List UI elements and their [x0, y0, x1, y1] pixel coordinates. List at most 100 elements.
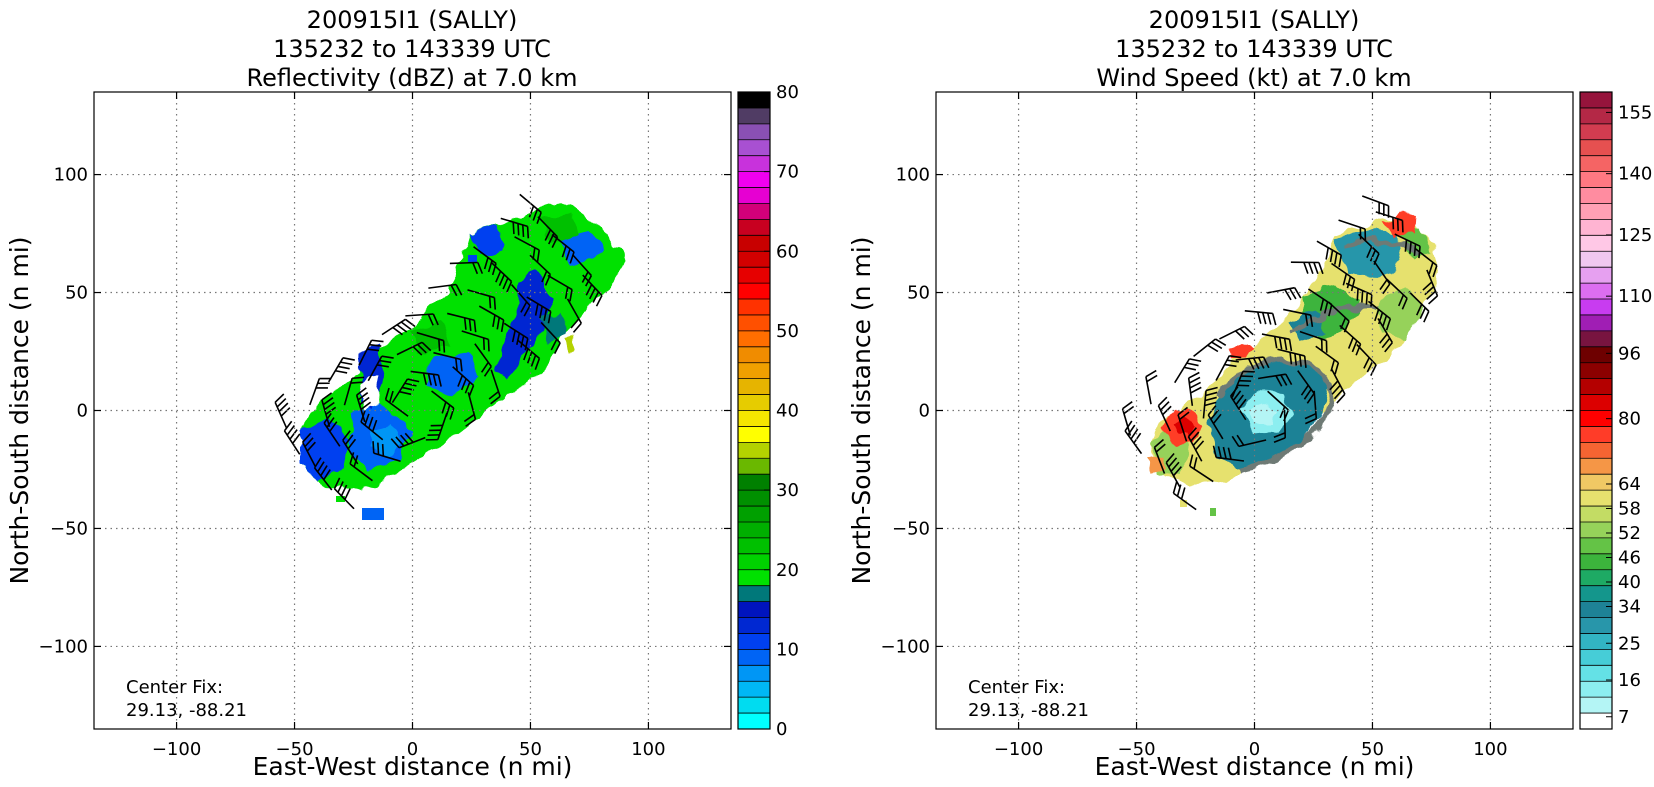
wind-barb: [1375, 211, 1404, 233]
colorbar-swatch: [1580, 299, 1612, 316]
colorbar-swatch: [738, 92, 770, 109]
wind-barb: [1235, 356, 1270, 370]
wind-barb: [433, 351, 463, 372]
colorbar-swatch: [1580, 633, 1612, 650]
y-tick-label: 100: [896, 165, 930, 186]
wind-barb: [372, 441, 401, 463]
x-tick-label: 100: [1473, 739, 1507, 760]
wind-barb: [323, 412, 341, 447]
colorbar-swatch: [738, 267, 770, 284]
reflectivity-y-ticks: −100 −50 0 50 100: [39, 165, 731, 657]
wind-barb: [474, 343, 492, 377]
wind-barb: [1414, 247, 1438, 278]
wind-barb: [391, 378, 420, 404]
colorbar-swatch: [1580, 171, 1612, 188]
colorbar-swatch: [738, 187, 770, 204]
wind-y-ticks: −100 −50 0 50 100: [881, 165, 1573, 657]
colorbar-swatch: [738, 107, 770, 125]
colorbar-swatch: [738, 585, 770, 602]
reflectivity-echo: [468, 255, 477, 262]
colorbar-tick-label: 80: [776, 82, 799, 103]
wind-barb: [1273, 409, 1286, 444]
wind-barb: [1124, 420, 1143, 455]
colorbar-swatch: [1580, 713, 1612, 730]
wind-barb: [517, 339, 541, 370]
colorbar-tick-label: 7: [1618, 707, 1629, 728]
colorbar-tick-label: 52: [1618, 523, 1641, 544]
wind-barb: [405, 313, 439, 326]
colorbar-swatch: [738, 283, 770, 300]
reflectivity-title-line-3: Reflectivity (dBZ) at 7.0 km: [247, 64, 578, 92]
colorbar-swatch: [738, 697, 770, 714]
wind-barb: [349, 452, 373, 482]
colorbar-tick-label: 10: [776, 639, 799, 660]
colorbar-swatch: [738, 713, 770, 730]
colorbar-swatch: [738, 649, 770, 666]
reflectivity-band: [560, 230, 605, 264]
wind-speed-echo: [1180, 500, 1187, 507]
colorbar-swatch: [1580, 123, 1612, 141]
colorbar-swatch: [1580, 346, 1612, 364]
colorbar-swatch: [1580, 330, 1612, 348]
colorbar-tick-label: 80: [1618, 409, 1641, 430]
colorbar-tick-label: 40: [1618, 572, 1641, 593]
wind-barb: [547, 274, 573, 302]
colorbar-tick-label: 155: [1618, 102, 1652, 123]
wind-barb: [1157, 396, 1172, 432]
colorbar-swatch: [1580, 155, 1612, 172]
wind-barb: [1283, 308, 1314, 328]
colorbar-swatch: [738, 362, 770, 379]
y-tick-label: −100: [881, 636, 930, 657]
x-tick-label: −50: [276, 739, 314, 760]
wind-barb: [1187, 427, 1205, 462]
wind-barb: [1189, 454, 1214, 483]
reflectivity-band: [566, 336, 578, 351]
wind-barb: [1212, 445, 1245, 462]
colorbar-swatch: [1580, 187, 1612, 204]
colorbar-swatch: [1580, 442, 1612, 459]
wind-barb: [358, 339, 384, 366]
colorbar-swatch: [738, 203, 770, 220]
wind-title-line-1: 200915I1 (SALLY): [1149, 6, 1360, 34]
colorbar-tick-label: 16: [1618, 670, 1641, 691]
y-tick-label: 0: [919, 401, 930, 422]
wind-barb: [1358, 233, 1380, 265]
colorbar-swatch: [1580, 235, 1612, 252]
colorbar-tick-label: 58: [1618, 499, 1641, 520]
wind-barb: [1219, 325, 1254, 340]
reflectivity-band: [300, 418, 350, 482]
colorbar-swatch: [1580, 426, 1612, 443]
colorbar-swatch: [738, 410, 770, 427]
y-tick-label: −100: [39, 636, 88, 657]
wind-barb: [1187, 371, 1202, 406]
colorbar-swatch: [738, 490, 770, 507]
colorbar-swatch: [738, 681, 770, 698]
wind-barb: [283, 420, 301, 455]
wind-barb: [1177, 406, 1190, 442]
colorbar-swatch: [1580, 394, 1612, 411]
wind-barb: [1244, 310, 1277, 326]
wind-barb: [1297, 370, 1315, 404]
wind-colorbar: 7 16 25 34 40 46 52 58 64 80 96 110 125 140 155: [1579, 91, 1652, 730]
wind-speed-field: [1121, 195, 1440, 516]
wind-barb: [416, 331, 446, 353]
x-tick-label: 50: [1361, 739, 1384, 760]
colorbar-swatch: [738, 378, 770, 395]
wind-barb: [1231, 434, 1267, 448]
wind-barb: [1331, 262, 1356, 292]
colorbar-tick-label: 64: [1618, 474, 1641, 495]
wind-barb: [390, 432, 426, 449]
wind-barb: [410, 370, 442, 387]
wind-barb: [447, 312, 477, 333]
colorbar-swatch: [1580, 553, 1612, 571]
colorbar-swatch: [738, 299, 770, 316]
wind-barb: [1386, 278, 1408, 310]
colorbar-swatch: [1580, 665, 1612, 682]
colorbar-swatch: [738, 617, 770, 634]
wind-barb: [428, 283, 463, 297]
colorbar-tick-label: 0: [776, 719, 787, 740]
wind-center-fix-value: 29.13, -88.21: [968, 700, 1089, 721]
colorbar-swatch: [738, 330, 770, 348]
colorbar-swatch: [738, 235, 770, 252]
wind-barb: [342, 430, 359, 465]
